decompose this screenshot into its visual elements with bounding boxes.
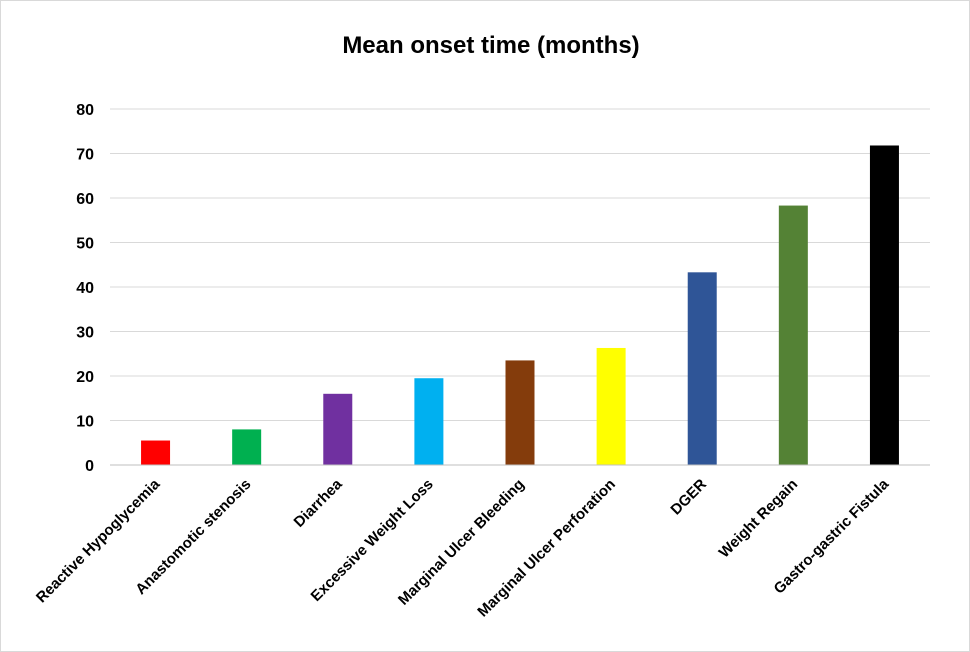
x-tick-label: Diarrhea bbox=[291, 475, 347, 531]
bar-1 bbox=[141, 440, 171, 465]
x-tick-label: DGER bbox=[667, 476, 710, 519]
y-tick-label: 0 bbox=[85, 458, 94, 475]
bar-6 bbox=[596, 347, 626, 465]
bar-7 bbox=[687, 272, 717, 465]
bar-2 bbox=[232, 429, 262, 465]
chart-title: Mean onset time (months) bbox=[342, 32, 639, 59]
y-tick-label: 20 bbox=[76, 369, 94, 386]
y-tick-label: 10 bbox=[76, 414, 94, 431]
y-tick-label: 60 bbox=[76, 191, 94, 208]
bars bbox=[141, 145, 899, 466]
x-tick-label: Weight Regain bbox=[716, 476, 801, 561]
bar-9 bbox=[869, 145, 899, 466]
y-tick-label: 80 bbox=[76, 102, 94, 119]
y-tick-label: 40 bbox=[76, 280, 94, 297]
y-axis-tick-labels: 0 10 20 30 40 50 60 70 80 bbox=[76, 102, 94, 475]
y-tick-label: 70 bbox=[76, 147, 94, 164]
bar-8 bbox=[778, 205, 808, 465]
bar-4 bbox=[414, 378, 444, 465]
y-tick-label: 50 bbox=[76, 236, 94, 253]
bar-5 bbox=[505, 360, 535, 465]
bar-3 bbox=[323, 393, 353, 465]
y-tick-label: 30 bbox=[76, 325, 94, 342]
